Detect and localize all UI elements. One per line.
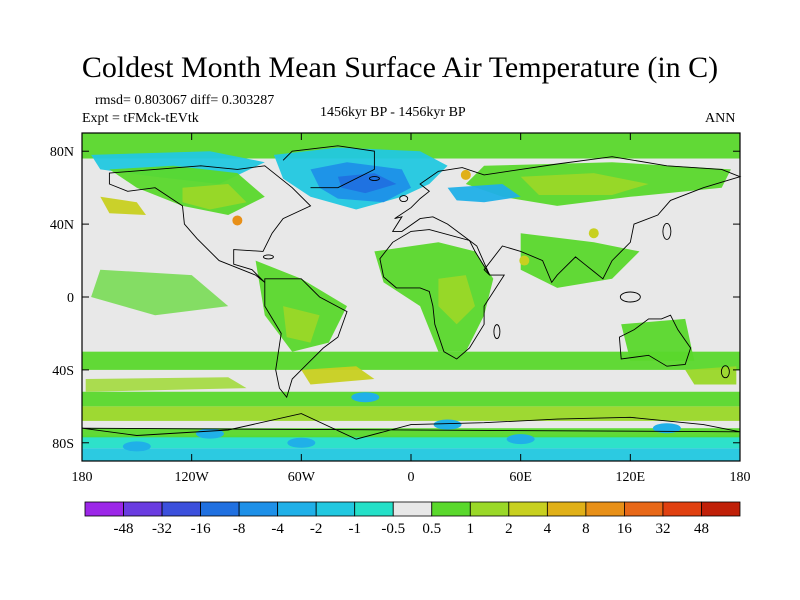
stats-text: rmsd= 0.803067 diff= 0.303287 [95, 93, 275, 108]
coastline [81, 413, 741, 440]
coastline [379, 229, 506, 360]
colorbar-label: -1 [348, 521, 361, 537]
island-outline [368, 176, 380, 182]
colorbar-label: 2 [505, 521, 513, 537]
cool-patch [447, 184, 521, 203]
y-tick-label: 0 [67, 291, 74, 306]
island-outline [619, 291, 641, 303]
warm-patch [100, 196, 146, 215]
coastline [391, 156, 742, 284]
x-tick-label: 120W [175, 470, 210, 485]
chart-title: Coldest Month Mean Surface Air Temperatu… [81, 51, 719, 84]
x-tick-label: 180 [72, 470, 93, 485]
colorbar-label: 1 [467, 521, 475, 537]
colorbar-label: -2 [310, 521, 323, 537]
field-band [82, 351, 740, 370]
island-outline [720, 365, 730, 379]
coastlines [81, 145, 742, 440]
colorbar: -48 -32 -16 -8 -4 -2 -1 -0.5 0.5 1 2 4 8 16 32 48 [84, 501, 741, 537]
colorbar-label: 4 [544, 521, 552, 537]
colorbar-swatch [431, 501, 471, 517]
warm-patch [621, 318, 695, 361]
colorbar-label: 0.5 [422, 521, 441, 537]
cool-spot [287, 437, 316, 448]
colorbar-swatch [161, 501, 201, 517]
colorbar-label: 8 [582, 521, 590, 537]
colorbar-swatch [354, 501, 394, 517]
colorbar-label: -4 [271, 521, 284, 537]
warm-patch [301, 366, 375, 385]
field-band [82, 391, 740, 407]
y-tick-label: 40S [52, 364, 74, 379]
x-tick-label: 120E [616, 470, 646, 485]
colorbar-label: 48 [694, 521, 709, 537]
colorbar-swatch [200, 501, 240, 517]
season-text: ANN [705, 111, 736, 126]
warm-spot [460, 169, 471, 180]
colorbar-label: 32 [655, 521, 670, 537]
field-band [82, 435, 740, 449]
colorbar-swatch [585, 501, 625, 517]
colorbar-swatch [315, 501, 356, 517]
warm-spot [519, 255, 530, 266]
y-tick-label: 80N [50, 145, 74, 160]
field-band [82, 406, 740, 421]
warm-patch [85, 377, 247, 392]
y-tick-label: 80S [52, 437, 74, 452]
colorbar-swatch [238, 501, 279, 517]
field-band [82, 428, 740, 438]
colorbar-label: -48 [114, 521, 134, 537]
cool-patch [337, 173, 397, 194]
map-field [82, 133, 740, 461]
cool-spot [506, 434, 535, 445]
colorbar-swatch [508, 501, 548, 517]
cool-spot [652, 423, 681, 434]
x-tick-label: 0 [408, 470, 415, 485]
colorbar-label: -16 [191, 521, 211, 537]
coastline [108, 165, 312, 283]
colorbar-swatch [123, 501, 163, 517]
cool-spot [122, 441, 151, 452]
cool-spot [433, 419, 462, 430]
y-tick-label: 40N [50, 218, 74, 233]
island-outline [662, 222, 672, 240]
axes: 180 120W 60W 0 60E 120E 180 80N 40N 0 40S 80S [50, 133, 751, 485]
warm-patch [438, 275, 475, 325]
island-outline [262, 254, 274, 260]
colorbar-swatch [546, 501, 587, 517]
colorbar-label: 16 [617, 521, 633, 537]
warm-spot [232, 215, 243, 226]
colorbar-swatch [392, 501, 433, 517]
colorbar-swatch [277, 501, 317, 517]
warm-patch [182, 184, 247, 210]
coastline [282, 145, 375, 189]
cool-spot [351, 392, 380, 403]
experiment-text: Expt = tFMck-tEVtk [82, 111, 199, 126]
colorbar-label: -32 [152, 521, 172, 537]
warm-patch [91, 269, 229, 316]
warm-patch [685, 366, 737, 385]
island-outline [493, 324, 501, 340]
x-tick-label: 60W [288, 470, 316, 485]
warm-patch [283, 306, 320, 343]
colorbar-swatch [469, 501, 510, 517]
coastline [618, 314, 692, 367]
island-outline [399, 195, 409, 203]
colorbar-label: -0.5 [381, 521, 405, 537]
coastline [264, 278, 348, 399]
colorbar-swatch [701, 501, 741, 517]
colorbar-swatch [662, 501, 702, 517]
colorbar-label: -8 [233, 521, 246, 537]
warm-spot [588, 228, 599, 239]
warm-patch [374, 242, 494, 352]
x-tick-label: 180 [730, 470, 751, 485]
warm-patch [520, 173, 649, 195]
x-tick-label: 60E [509, 470, 532, 485]
colorbar-swatch [84, 501, 124, 517]
period-text: 1456kyr BP - 1456kyr BP [320, 105, 466, 120]
colorbar-swatch [624, 501, 664, 517]
